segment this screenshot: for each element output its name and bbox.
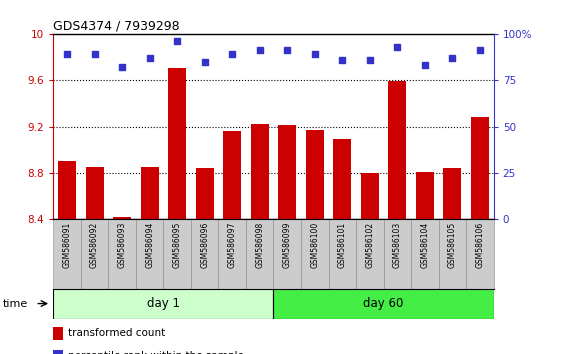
Bar xyxy=(384,219,411,289)
Bar xyxy=(246,219,274,289)
Bar xyxy=(58,161,76,219)
Text: GSM586096: GSM586096 xyxy=(200,222,209,268)
Bar xyxy=(361,173,379,219)
Bar xyxy=(218,219,246,289)
Point xyxy=(420,62,429,68)
Text: GSM586093: GSM586093 xyxy=(118,222,127,268)
Bar xyxy=(223,131,241,219)
Bar xyxy=(329,219,356,289)
Text: time: time xyxy=(3,298,28,309)
Bar xyxy=(466,219,494,289)
Point xyxy=(200,59,209,64)
Bar xyxy=(439,219,466,289)
Point xyxy=(310,51,319,57)
Bar xyxy=(416,172,434,219)
Text: GSM586103: GSM586103 xyxy=(393,222,402,268)
Bar xyxy=(388,81,406,219)
Text: GSM586101: GSM586101 xyxy=(338,222,347,268)
Bar xyxy=(471,117,489,219)
Text: GDS4374 / 7939298: GDS4374 / 7939298 xyxy=(53,19,180,33)
Point xyxy=(118,64,127,70)
Bar xyxy=(196,169,214,219)
Text: day 1: day 1 xyxy=(147,297,180,310)
Bar xyxy=(141,167,159,219)
Bar xyxy=(191,219,218,289)
Point xyxy=(283,47,292,53)
Point xyxy=(475,47,484,53)
Bar xyxy=(251,124,269,219)
Text: GSM586098: GSM586098 xyxy=(255,222,264,268)
Point xyxy=(173,38,182,44)
Text: GSM586094: GSM586094 xyxy=(145,222,154,268)
Text: GSM586099: GSM586099 xyxy=(283,222,292,268)
Point xyxy=(365,57,374,62)
Point xyxy=(145,55,154,61)
Text: GSM586095: GSM586095 xyxy=(173,222,182,268)
Bar xyxy=(163,219,191,289)
Point xyxy=(448,55,457,61)
Bar xyxy=(306,130,324,219)
Text: GSM586091: GSM586091 xyxy=(63,222,72,268)
Bar xyxy=(113,217,131,219)
Bar xyxy=(86,167,104,219)
Text: GSM586092: GSM586092 xyxy=(90,222,99,268)
Bar xyxy=(333,139,351,219)
Text: GSM586097: GSM586097 xyxy=(228,222,237,268)
Text: transformed count: transformed count xyxy=(68,328,165,338)
Point xyxy=(338,57,347,62)
Text: GSM586100: GSM586100 xyxy=(310,222,319,268)
Bar xyxy=(53,219,81,289)
Bar xyxy=(411,219,439,289)
Text: GSM586102: GSM586102 xyxy=(365,222,374,268)
Bar xyxy=(443,169,461,219)
Bar xyxy=(278,125,296,219)
Bar xyxy=(108,219,136,289)
Text: percentile rank within the sample: percentile rank within the sample xyxy=(68,351,244,354)
Point xyxy=(393,44,402,50)
Text: GSM586106: GSM586106 xyxy=(475,222,484,268)
Point xyxy=(90,51,99,57)
Text: day 60: day 60 xyxy=(364,297,404,310)
Bar xyxy=(53,289,274,319)
Point xyxy=(63,51,72,57)
Bar xyxy=(81,219,108,289)
Bar xyxy=(136,219,163,289)
Bar xyxy=(273,289,494,319)
Bar xyxy=(53,327,63,339)
Point xyxy=(255,47,264,53)
Bar xyxy=(168,68,186,219)
Bar xyxy=(53,350,63,354)
Bar xyxy=(356,219,384,289)
Point xyxy=(228,51,237,57)
Text: GSM586105: GSM586105 xyxy=(448,222,457,268)
Bar xyxy=(273,219,301,289)
Text: GSM586104: GSM586104 xyxy=(420,222,429,268)
Bar xyxy=(301,219,329,289)
